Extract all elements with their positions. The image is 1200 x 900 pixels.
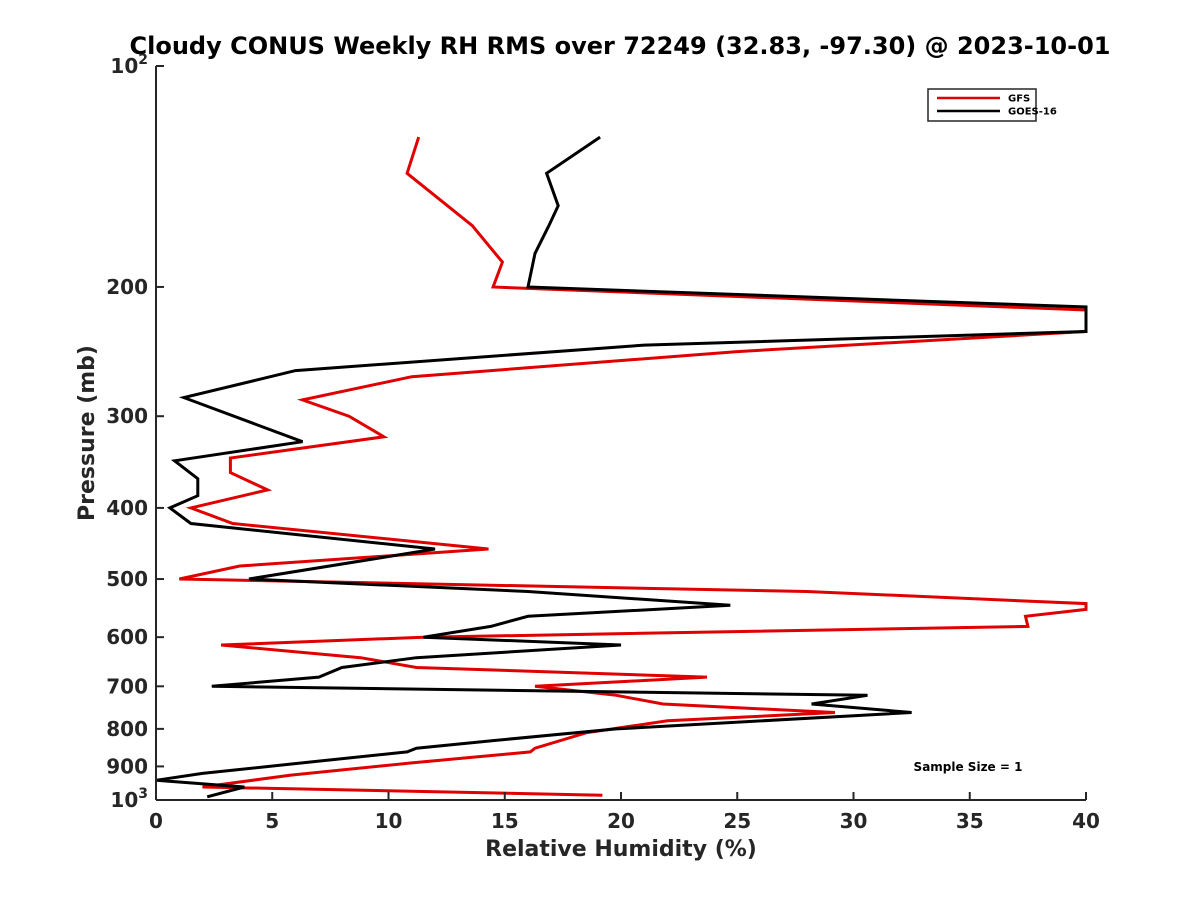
y-tick-label: 700 xyxy=(106,674,148,698)
series-layer xyxy=(155,135,1088,799)
x-axis-label: Relative Humidity (%) xyxy=(485,837,757,862)
plot-area: 0 5 10 15 20 25 30 35 40 102 200 300 400 500 600 700 800… xyxy=(106,52,1100,833)
y-tick-label: 103 xyxy=(110,786,148,812)
y-tick-label: 300 xyxy=(106,404,148,428)
legend-label: GFS xyxy=(1008,94,1030,105)
sample-size-annotation: Sample Size = 1 xyxy=(914,760,1023,774)
y-tick-label: 900 xyxy=(106,754,148,778)
x-tick-label: 25 xyxy=(723,809,751,833)
y-tick-label: 800 xyxy=(106,717,148,741)
x-tick-label: 0 xyxy=(149,809,163,833)
x-tick-label: 35 xyxy=(956,809,984,833)
legend: GFS GOES-16 xyxy=(927,88,1057,122)
x-tick-label: 5 xyxy=(265,809,279,833)
axes-layer: 0 5 10 15 20 25 30 35 40 102 200 300 400 500 600 700 800… xyxy=(106,52,1100,833)
y-tick-label: 600 xyxy=(106,625,148,649)
x-tick-label: 20 xyxy=(607,809,635,833)
series-line-goes-16 xyxy=(155,135,1088,799)
x-tick-label: 10 xyxy=(375,809,403,833)
y-tick-label: 102 xyxy=(110,52,148,78)
legend-box xyxy=(927,88,1037,122)
y-tick-label: 400 xyxy=(106,496,148,520)
chart-title: Cloudy CONUS Weekly RH RMS over 72249 (3… xyxy=(130,32,1111,60)
series-line-gfs xyxy=(178,136,1088,797)
x-tick-label: 40 xyxy=(1072,809,1100,833)
y-tick-label: 200 xyxy=(106,275,148,299)
y-axis-label: Pressure (mb) xyxy=(75,345,100,521)
x-tick-label: 15 xyxy=(491,809,519,833)
y-tick-label: 500 xyxy=(106,567,148,591)
legend-label: GOES-16 xyxy=(1008,107,1057,118)
x-tick-label: 30 xyxy=(840,809,868,833)
